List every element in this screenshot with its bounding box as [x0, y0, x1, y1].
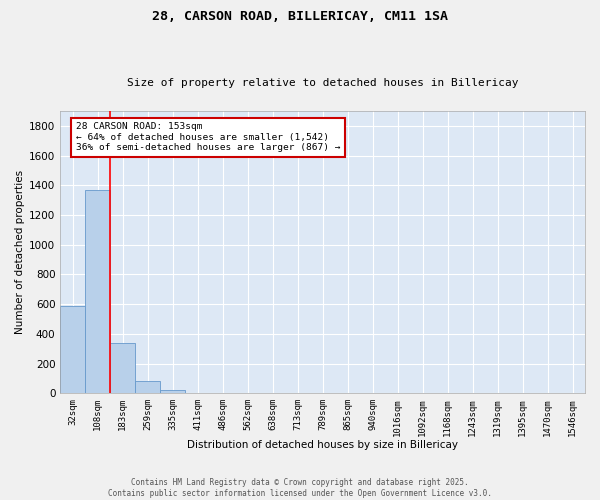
Y-axis label: Number of detached properties: Number of detached properties	[15, 170, 25, 334]
Bar	[110, 343, 135, 394]
Title: Size of property relative to detached houses in Billericay: Size of property relative to detached ho…	[127, 78, 518, 88]
Text: 28, CARSON ROAD, BILLERICAY, CM11 1SA: 28, CARSON ROAD, BILLERICAY, CM11 1SA	[152, 10, 448, 23]
Bar	[85, 190, 110, 394]
Bar	[185, 392, 210, 394]
Bar	[135, 380, 160, 394]
Bar	[160, 390, 185, 394]
X-axis label: Distribution of detached houses by size in Billericay: Distribution of detached houses by size …	[187, 440, 458, 450]
Text: Contains HM Land Registry data © Crown copyright and database right 2025.
Contai: Contains HM Land Registry data © Crown c…	[108, 478, 492, 498]
Text: 28 CARSON ROAD: 153sqm
← 64% of detached houses are smaller (1,542)
36% of semi-: 28 CARSON ROAD: 153sqm ← 64% of detached…	[76, 122, 341, 152]
Bar	[60, 306, 85, 394]
